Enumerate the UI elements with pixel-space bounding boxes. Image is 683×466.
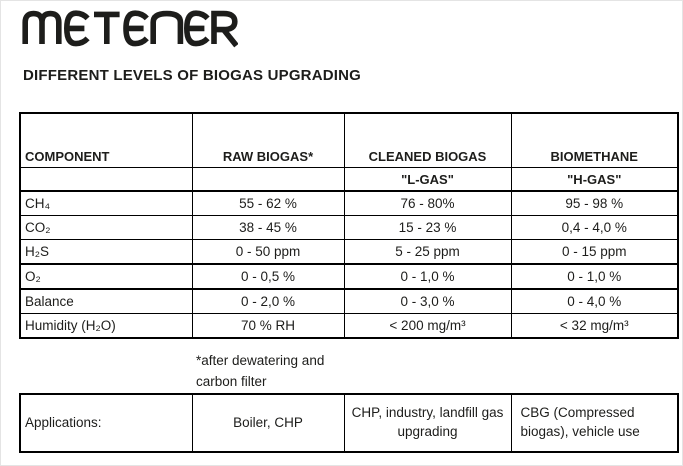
- applications-table: Applications: Boiler, CHP CHP, industry,…: [19, 393, 679, 453]
- value-cell: 0 - 50 ppm: [191, 239, 345, 265]
- table-row-h2s: H₂S 0 - 50 ppm 5 - 25 ppm 0 - 15 ppm: [19, 239, 679, 265]
- subheader-l-gas: "L-GAS": [343, 167, 512, 192]
- logo-letter-e1: [63, 10, 90, 47]
- component-label: O₂: [19, 263, 193, 290]
- table-header-row: COMPONENT RAW BIOGAS* CLEANED BIOGAS BIO…: [19, 112, 679, 168]
- value-cell: 55 - 62 %: [191, 190, 345, 216]
- subheader-h-gas: "H-GAS": [510, 167, 679, 192]
- metener-logo: [22, 10, 238, 48]
- header-raw-biogas: RAW BIOGAS*: [191, 112, 345, 168]
- logo-letter-e3: [183, 10, 210, 47]
- table-row-o2: O₂ 0 - 0,5 % 0 - 1,0 % 0 - 1,0 %: [19, 263, 679, 290]
- header-cleaned-biogas: CLEANED BIOGAS: [343, 112, 512, 168]
- value-cell: 70 % RH: [191, 313, 345, 339]
- applications-label: Applications:: [19, 393, 193, 453]
- subheader-empty-1: [19, 167, 193, 192]
- table-row-ch4: CH₄ 55 - 62 % 76 - 80% 95 - 98 %: [19, 190, 679, 216]
- component-label: Balance: [19, 288, 193, 314]
- value-cell: 0 - 4,0 %: [510, 288, 679, 314]
- header-component: COMPONENT: [19, 112, 193, 168]
- value-cell: 38 - 45 %: [191, 215, 345, 240]
- footnote-line-1: *after dewatering and: [196, 353, 325, 368]
- applications-biomethane: CBG (Compressed biogas), vehicle use: [510, 393, 679, 453]
- logo-letter-t: [94, 11, 120, 44]
- value-cell: 0 - 2,0 %: [191, 288, 345, 314]
- table-row-humidity: Humidity (H₂O) 70 % RH < 200 mg/m³ < 32 …: [19, 313, 679, 339]
- value-cell: < 200 mg/m³: [343, 313, 512, 339]
- component-label: CO₂: [19, 215, 193, 240]
- table-row-balance: Balance 0 - 2,0 % 0 - 3,0 % 0 - 4,0 %: [19, 288, 679, 314]
- component-label: H₂S: [19, 239, 193, 265]
- value-cell: 0 - 0,5 %: [191, 263, 345, 290]
- biogas-upgrading-table: COMPONENT RAW BIOGAS* CLEANED BIOGAS BIO…: [19, 112, 679, 339]
- logo-letter-n: [150, 10, 184, 44]
- applications-cleaned-biogas: CHP, industry, landfill gas upgrading: [343, 393, 512, 453]
- component-label: CH₄: [19, 190, 193, 216]
- logo-letter-m: [22, 10, 62, 44]
- value-cell: < 32 mg/m³: [510, 313, 679, 339]
- footnote-line-2: carbon filter: [196, 374, 267, 389]
- subheader-empty-2: [191, 167, 345, 192]
- logo-letter-r: [211, 10, 238, 48]
- value-cell: 95 - 98 %: [510, 190, 679, 216]
- table-row-co2: CO₂ 38 - 45 % 15 - 23 % 0,4 - 4,0 %: [19, 215, 679, 240]
- value-cell: 15 - 23 %: [343, 215, 512, 240]
- value-cell: 0 - 3,0 %: [343, 288, 512, 314]
- value-cell: 0,4 - 4,0 %: [510, 215, 679, 240]
- table-footnote: *after dewatering and carbon filter: [196, 350, 324, 392]
- page-title: DIFFERENT LEVELS OF BIOGAS UPGRADING: [23, 67, 362, 84]
- applications-raw-biogas: Boiler, CHP: [191, 393, 345, 453]
- value-cell: 76 - 80%: [343, 190, 512, 216]
- value-cell: 0 - 1,0 %: [343, 263, 512, 290]
- value-cell: 0 - 15 ppm: [510, 239, 679, 265]
- value-cell: 5 - 25 ppm: [343, 239, 512, 265]
- logo-letter-e2: [123, 10, 149, 47]
- value-cell: 0 - 1,0 %: [510, 263, 679, 290]
- component-label: Humidity (H₂O): [19, 313, 193, 339]
- applications-row: Applications: Boiler, CHP CHP, industry,…: [19, 393, 679, 453]
- table-subheader-row: "L-GAS" "H-GAS": [19, 167, 679, 192]
- header-biomethane: BIOMETHANE: [510, 112, 679, 168]
